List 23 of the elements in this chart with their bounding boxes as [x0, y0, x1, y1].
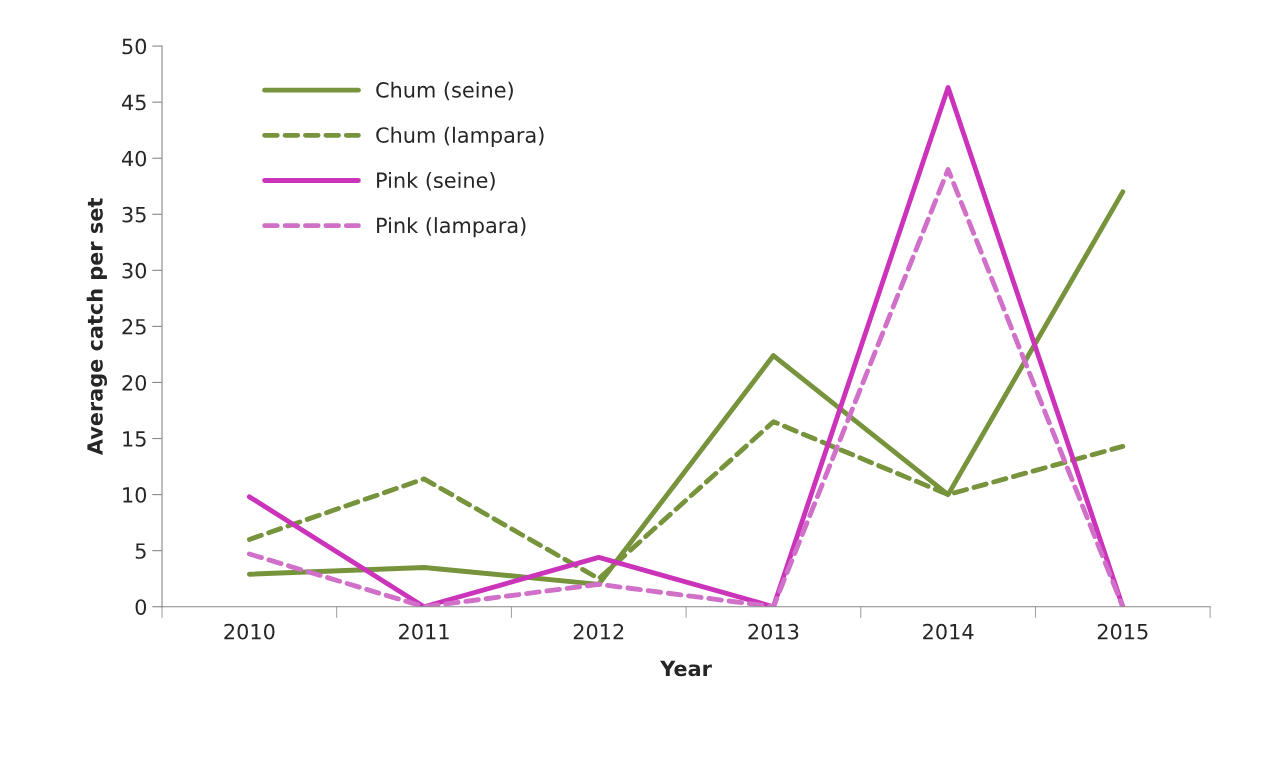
y-tick-label: 0	[135, 599, 147, 615]
y-tick-label: 25	[122, 318, 146, 335]
legend-label: Chum (seine)	[376, 81, 513, 101]
y-tick-label: 50	[122, 38, 147, 55]
x-tick-label: 2014	[923, 623, 974, 640]
y-tick-label: 35	[122, 206, 146, 223]
y-tick-label: 45	[121, 94, 146, 111]
x-tick-label: 2013	[748, 623, 799, 640]
y-tick-label: 15	[123, 431, 146, 447]
x-tick-label: 2015	[1097, 623, 1148, 640]
legend-label: Pink (lampara)	[377, 217, 526, 238]
x-tick-label: 2010	[224, 623, 275, 640]
x-axis-title: Year	[660, 660, 712, 677]
y-tick-label: 30	[122, 262, 147, 279]
x-tick-label: 2012	[573, 623, 624, 640]
legend-label: Chum (lampara)	[376, 126, 544, 147]
y-tick-label: 5	[135, 543, 146, 559]
y-tick-label: 40	[121, 150, 147, 167]
y-tick-label: 10	[123, 487, 147, 503]
y-tick-label: 20	[122, 374, 147, 391]
x-tick-label: 2011	[399, 623, 449, 640]
y-axis-title: Average catch per set	[86, 198, 108, 456]
legend-label: Pink (seine)	[377, 171, 495, 191]
